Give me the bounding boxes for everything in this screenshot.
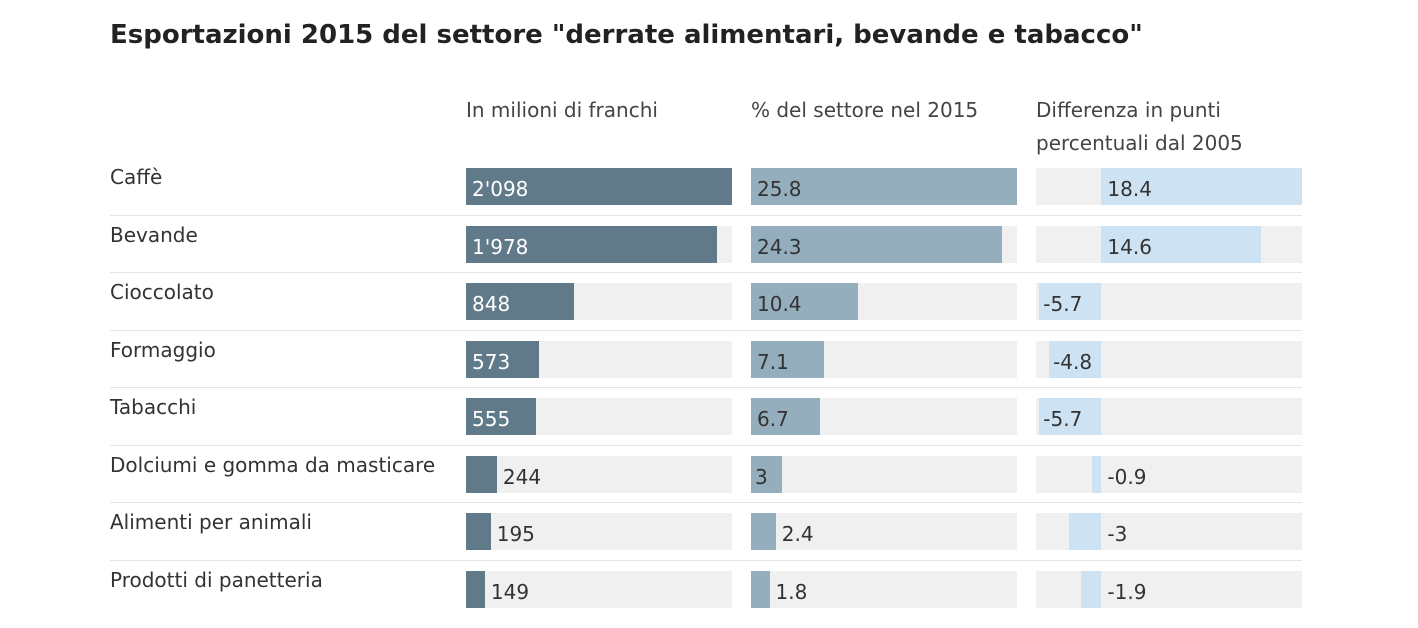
bar-differenza bbox=[1068, 513, 1102, 550]
value-label-percentuale: 25.8 bbox=[757, 177, 802, 201]
bar-track-differenza: -0.9 bbox=[1036, 455, 1302, 493]
bar-milioni bbox=[466, 570, 485, 608]
bar-percentuale bbox=[751, 570, 770, 608]
value-label-milioni: 244 bbox=[502, 464, 542, 489]
bar-track-percentuale: 10.4 bbox=[751, 283, 1017, 320]
value-label-percentuale: 7.1 bbox=[757, 349, 789, 374]
table-row: Bevande 1'978 24.3 14.6 bbox=[0, 215, 1418, 273]
bar-percentuale bbox=[751, 455, 782, 493]
bar-track-percentuale: 6.7 bbox=[751, 398, 1017, 435]
value-label-differenza: -3 bbox=[1107, 522, 1128, 546]
row-divider bbox=[110, 444, 1302, 446]
bar-track-milioni: 1'978 bbox=[466, 225, 732, 263]
row-label: Cioccolato bbox=[110, 280, 214, 304]
value-label-percentuale: 24.3 bbox=[757, 234, 802, 259]
bar-track-percentuale: 1.8 bbox=[751, 570, 1017, 608]
bar-track-milioni: 244 bbox=[466, 455, 732, 493]
row-label: Prodotti di panetteria bbox=[110, 567, 323, 592]
value-label-milioni: 2'098 bbox=[472, 177, 529, 201]
bar-percentuale bbox=[751, 168, 1017, 205]
row-label: Tabacchi bbox=[110, 395, 197, 419]
bar-percentuale bbox=[751, 340, 825, 378]
bar-track-differenza: -5.7 bbox=[1036, 398, 1302, 435]
value-label-milioni: 195 bbox=[496, 522, 535, 546]
row-label: Bevande bbox=[110, 222, 198, 247]
row-divider bbox=[110, 272, 1302, 273]
bar-differenza bbox=[1039, 398, 1102, 435]
bar-milioni bbox=[466, 340, 539, 378]
bar-track-milioni: 195 bbox=[466, 513, 732, 550]
row-label: Formaggio bbox=[110, 337, 216, 362]
column-header-milioni: In milioni di franchi bbox=[466, 98, 658, 122]
value-label-milioni: 573 bbox=[472, 349, 511, 374]
column-header-differenza: Differenza in punti percentuali dal 2005 bbox=[1036, 98, 1243, 155]
row-divider bbox=[110, 214, 1302, 216]
value-label-differenza: -5.7 bbox=[1043, 292, 1083, 316]
bar-differenza bbox=[1101, 225, 1261, 263]
bar-milioni bbox=[466, 225, 717, 263]
bar-track-differenza: -5.7 bbox=[1036, 283, 1302, 320]
bar-track-differenza: 14.6 bbox=[1036, 225, 1302, 263]
bar-track-milioni: 848 bbox=[466, 283, 732, 320]
table-row: Caffè 2'098 25.8 18.4 bbox=[0, 157, 1418, 215]
bar-milioni bbox=[466, 168, 732, 205]
bar-differenza bbox=[1101, 168, 1302, 205]
bar-track-differenza: -3 bbox=[1036, 513, 1302, 550]
bar-differenza bbox=[1049, 340, 1102, 378]
value-label-milioni: 555 bbox=[472, 407, 511, 431]
table-row: Alimenti per animali 195 2.4 -3 bbox=[0, 502, 1418, 560]
row-label: Dolciumi e gomma da masticare bbox=[110, 452, 436, 477]
bar-track-percentuale: 7.1 bbox=[751, 340, 1017, 378]
bar-track-percentuale: 24.3 bbox=[751, 225, 1017, 263]
bar-differenza bbox=[1091, 455, 1102, 493]
bar-percentuale bbox=[751, 283, 859, 320]
bar-track-differenza: -1.9 bbox=[1036, 570, 1302, 608]
bar-milioni bbox=[466, 455, 497, 493]
bar-percentuale bbox=[751, 398, 821, 435]
value-label-percentuale: 10.4 bbox=[757, 292, 802, 316]
bar-milioni bbox=[466, 283, 574, 320]
bar-track-differenza: 18.4 bbox=[1036, 168, 1302, 205]
value-label-differenza: 14.6 bbox=[1107, 234, 1152, 259]
row-label: Alimenti per animali bbox=[110, 510, 312, 534]
value-label-differenza: 18.4 bbox=[1107, 177, 1152, 201]
value-label-milioni: 848 bbox=[472, 292, 511, 316]
row-divider bbox=[110, 329, 1302, 331]
row-label: Caffè bbox=[110, 165, 163, 189]
value-label-differenza: -1.9 bbox=[1107, 579, 1147, 604]
bar-track-percentuale: 2.4 bbox=[751, 513, 1017, 550]
row-divider bbox=[110, 559, 1302, 561]
chart-title: Esportazioni 2015 del settore "derrate a… bbox=[110, 20, 1143, 50]
value-label-differenza: -5.7 bbox=[1043, 407, 1083, 431]
bar-track-milioni: 573 bbox=[466, 340, 732, 378]
bar-milioni bbox=[466, 513, 491, 550]
table-row: Formaggio 573 7.1 -4.8 bbox=[0, 330, 1418, 388]
row-divider bbox=[110, 502, 1302, 503]
table-row: Prodotti di panetteria 149 1.8 -1.9 bbox=[0, 560, 1418, 618]
bar-percentuale bbox=[751, 225, 1002, 263]
table-row: Dolciumi e gomma da masticare 244 3 -0.9 bbox=[0, 445, 1418, 503]
table-row: Cioccolato 848 10.4 -5.7 bbox=[0, 272, 1418, 330]
value-label-percentuale: 1.8 bbox=[775, 579, 808, 604]
bar-track-differenza: -4.8 bbox=[1036, 340, 1302, 378]
bar-track-milioni: 555 bbox=[466, 398, 732, 435]
value-label-percentuale: 3 bbox=[755, 464, 768, 489]
bar-differenza bbox=[1080, 570, 1102, 608]
bar-track-milioni: 149 bbox=[466, 570, 732, 608]
bar-milioni bbox=[466, 398, 537, 435]
bar-differenza bbox=[1039, 283, 1102, 320]
value-label-milioni: 1'978 bbox=[472, 234, 529, 259]
value-label-differenza: -0.9 bbox=[1107, 464, 1147, 489]
bar-percentuale bbox=[751, 513, 776, 550]
value-label-percentuale: 6.7 bbox=[757, 407, 789, 431]
bar-track-percentuale: 25.8 bbox=[751, 168, 1017, 205]
value-label-differenza: -4.8 bbox=[1053, 349, 1093, 374]
bar-track-percentuale: 3 bbox=[751, 455, 1017, 493]
table-row: Tabacchi 555 6.7 -5.7 bbox=[0, 387, 1418, 445]
column-header-percentuale: % del settore nel 2015 bbox=[751, 98, 979, 122]
bar-track-milioni: 2'098 bbox=[466, 168, 732, 205]
row-divider bbox=[110, 387, 1302, 388]
value-label-milioni: 149 bbox=[490, 579, 530, 604]
value-label-percentuale: 2.4 bbox=[781, 522, 814, 546]
